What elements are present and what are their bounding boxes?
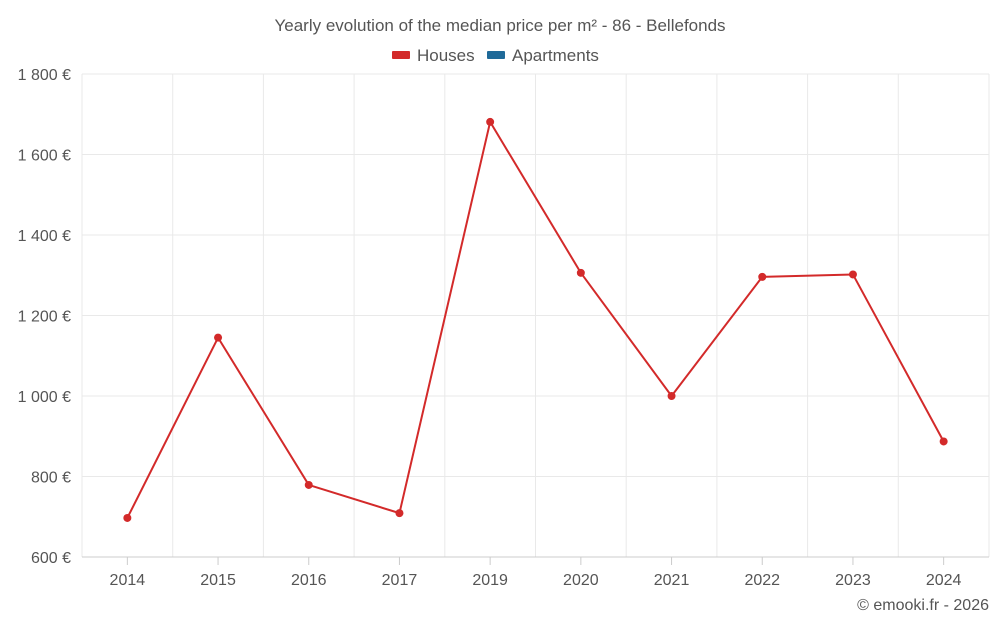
data-point-houses[interactable] bbox=[848, 270, 857, 279]
y-tick-label: 1 200 € bbox=[18, 309, 71, 326]
y-tick-label: 600 € bbox=[31, 550, 71, 567]
x-tick-label: 2014 bbox=[110, 572, 146, 589]
data-point-houses[interactable] bbox=[939, 437, 948, 446]
x-tick-label: 2023 bbox=[835, 572, 871, 589]
series-layer bbox=[123, 117, 948, 522]
legend-label-apartments: Apartments bbox=[512, 46, 599, 65]
legend-swatch-apartments bbox=[487, 51, 505, 59]
credit-text: © emooki.fr - 2026 bbox=[857, 597, 989, 614]
series-line-houses bbox=[126, 120, 945, 519]
data-point-houses[interactable] bbox=[214, 333, 223, 342]
y-tick-label: 800 € bbox=[31, 470, 71, 487]
x-tick-label: 2022 bbox=[744, 572, 780, 589]
x-tick-label: 2016 bbox=[291, 572, 327, 589]
y-tick-label: 1 400 € bbox=[18, 228, 71, 245]
data-point-houses[interactable] bbox=[576, 268, 585, 277]
legend-swatch-houses bbox=[392, 51, 410, 59]
data-point-houses[interactable] bbox=[123, 513, 132, 522]
y-tick-label: 1 800 € bbox=[18, 67, 71, 84]
data-point-houses[interactable] bbox=[304, 480, 313, 489]
x-tick-label: 2020 bbox=[563, 572, 599, 589]
data-point-houses[interactable] bbox=[395, 509, 404, 518]
data-point-houses[interactable] bbox=[486, 117, 495, 126]
x-tick-label: 2019 bbox=[472, 572, 508, 589]
data-point-houses[interactable] bbox=[667, 392, 676, 400]
chart-title: Yearly evolution of the median price per… bbox=[274, 16, 725, 35]
grid-lines bbox=[81, 73, 990, 557]
x-tick-label: 2021 bbox=[654, 572, 690, 589]
data-point-houses[interactable] bbox=[758, 272, 767, 281]
legend-label-houses: Houses bbox=[417, 46, 475, 65]
legend: Houses Apartments bbox=[392, 46, 599, 65]
axes: 600 € 800 € 1 000 € 1 200 € 1 400 € 1 600 € 1 … bbox=[18, 67, 989, 589]
x-tick-label: 2015 bbox=[200, 572, 236, 589]
y-tick-label: 1 600 € bbox=[18, 148, 71, 165]
legend-item-apartments[interactable]: Apartments bbox=[487, 46, 599, 65]
x-tick-label: 2017 bbox=[382, 572, 418, 589]
legend-item-houses[interactable]: Houses bbox=[392, 46, 475, 65]
y-tick-label: 1 000 € bbox=[18, 389, 71, 406]
x-tick-label: 2024 bbox=[926, 572, 962, 589]
